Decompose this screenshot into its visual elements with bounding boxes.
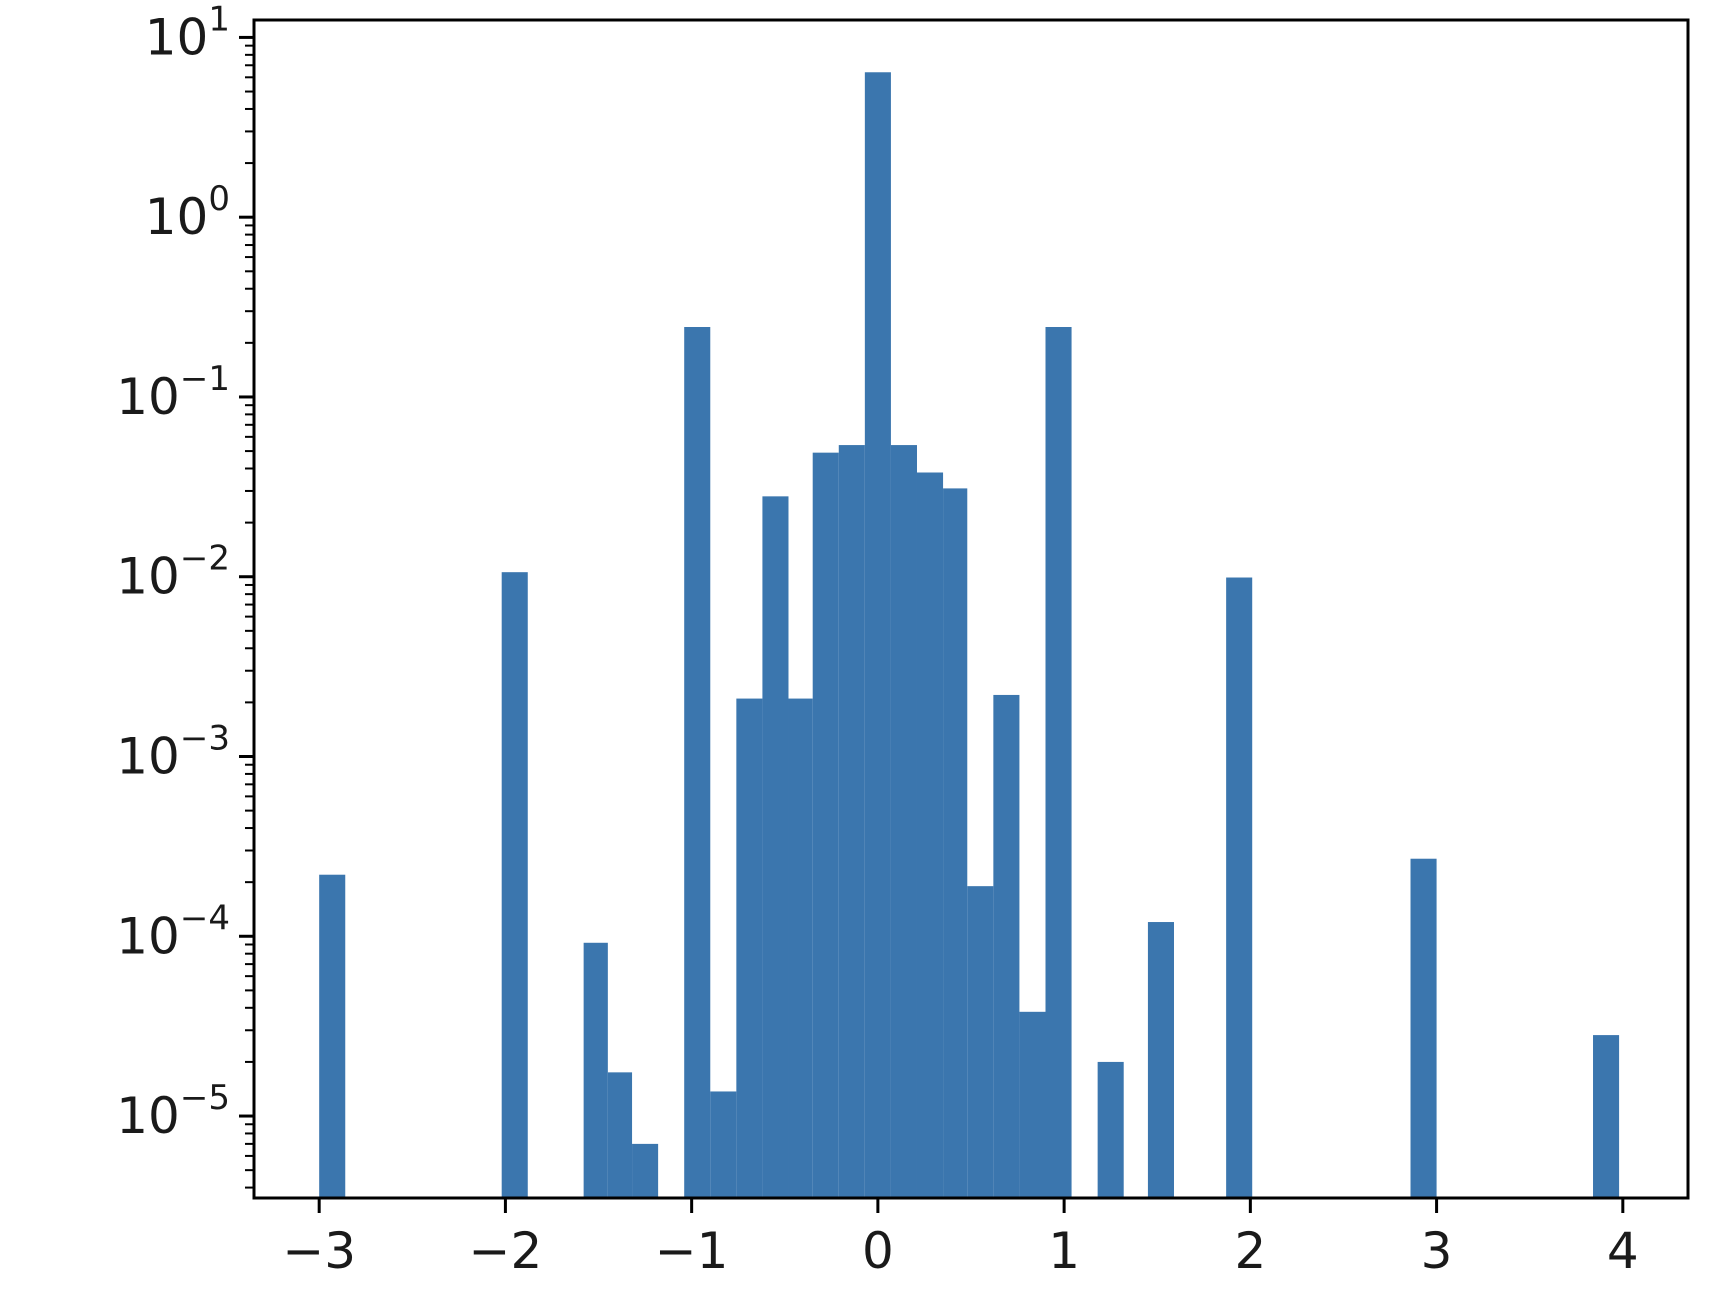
y-tick-label-exponent: −3 [180, 718, 230, 758]
y-tick-label-exponent: −2 [180, 539, 230, 579]
y-tick-label-4: 10−1 [116, 359, 230, 426]
y-tick-label-base: 10 [145, 188, 209, 246]
y-tick-label-6: 101 [145, 0, 230, 66]
histogram-bar-3 [607, 1072, 633, 1198]
histogram-bar-4 [632, 1143, 659, 1198]
x-ticks: −3 −2 −1 0 1 2 3 4 [282, 1198, 1639, 1280]
histogram-bar-13 [890, 445, 917, 1198]
histogram-bar-7 [736, 698, 763, 1198]
histogram-bar-15 [943, 488, 968, 1198]
x-tick-label-6: 3 [1421, 1222, 1453, 1280]
y-tick-label-0: 10−5 [116, 1078, 230, 1145]
histogram-bar-8 [762, 496, 789, 1199]
x-tick-label-3: 0 [862, 1222, 894, 1280]
histogram-bar-2 [583, 942, 608, 1198]
histogram-bar-6 [710, 1091, 737, 1198]
histogram-bar-16 [967, 886, 994, 1198]
y-tick-label-2: 10−3 [116, 718, 230, 785]
plot-frame [252, 18, 1690, 1200]
y-tick-label-base: 10 [116, 548, 180, 606]
y-tick-label-base: 10 [116, 907, 180, 965]
histogram-bar-11 [838, 445, 865, 1198]
y-tick-label-1: 10−4 [116, 898, 230, 965]
histogram-bars [319, 72, 1620, 1199]
x-tick-label-1: −2 [469, 1222, 543, 1280]
histogram-bar-21 [1147, 922, 1174, 1198]
histogram-bar-10 [812, 452, 839, 1199]
histogram-bar-9 [788, 698, 813, 1198]
x-tick-label-2: −1 [655, 1222, 729, 1280]
y-tick-label-exponent: −4 [180, 898, 230, 938]
y-tick-label-exponent: 1 [208, 0, 230, 39]
histogram-bar-0 [319, 874, 346, 1198]
x-tick-label-5: 2 [1234, 1222, 1266, 1280]
histogram-bar-1 [501, 572, 528, 1198]
histogram-bar-20 [1097, 1061, 1124, 1198]
histogram-bar-12 [864, 72, 891, 1198]
histogram-bar-23 [1410, 858, 1437, 1198]
y-tick-label-exponent: −1 [180, 359, 230, 399]
histogram-bar-18 [1019, 1011, 1046, 1198]
histogram-bar-14 [916, 472, 944, 1198]
y-tick-label-base: 10 [145, 8, 209, 66]
y-tick-label-exponent: 0 [208, 179, 230, 219]
x-tick-label-7: 4 [1607, 1222, 1639, 1280]
x-tick-label-4: 1 [1048, 1222, 1080, 1280]
histogram-bar-24 [1593, 1035, 1620, 1198]
y-tick-label-base: 10 [116, 368, 180, 426]
y-tick-label-base: 10 [116, 727, 180, 785]
y-tick-label-base: 10 [116, 1087, 180, 1145]
histogram-bar-17 [993, 694, 1020, 1198]
histogram-bar-5 [684, 326, 711, 1198]
x-tick-label-0: −3 [282, 1222, 356, 1280]
histogram-bar-19 [1045, 326, 1072, 1198]
y-tick-label-exponent: −5 [180, 1078, 230, 1118]
histogram-bar-22 [1226, 577, 1253, 1198]
y-tick-label-3: 10−2 [116, 539, 230, 606]
y-tick-label-5: 100 [145, 179, 230, 246]
